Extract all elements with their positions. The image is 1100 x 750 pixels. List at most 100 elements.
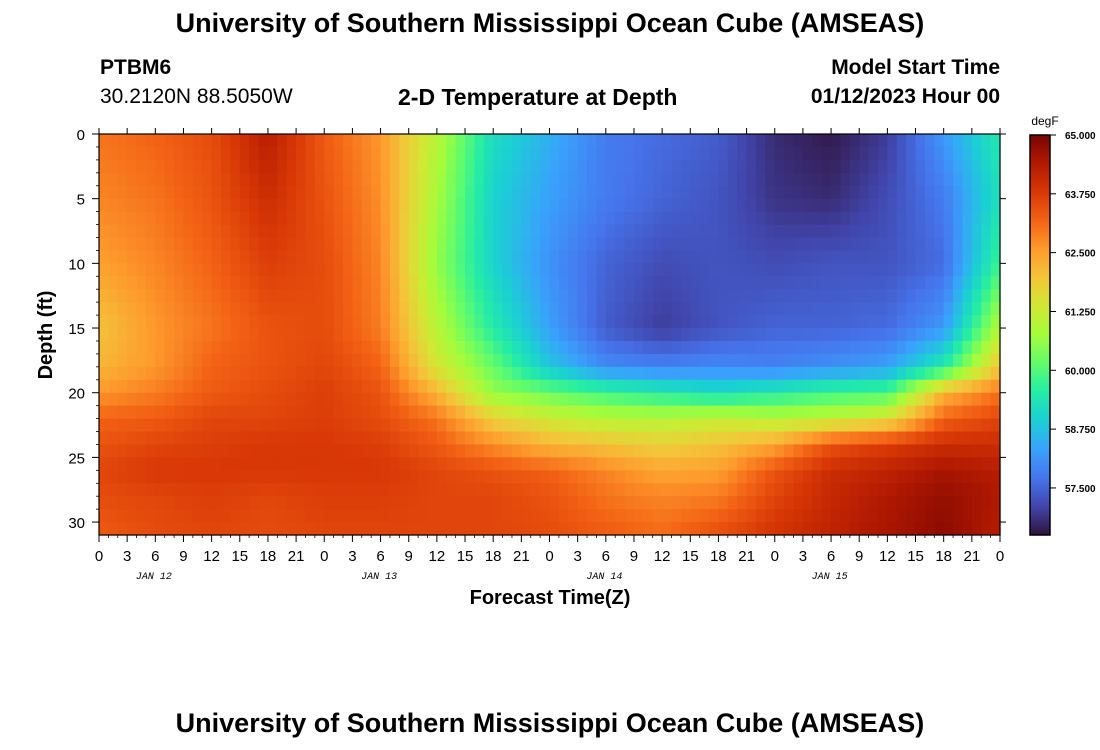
heat-cell [446,302,457,316]
heat-cell [577,263,588,277]
heat-cell [915,276,926,290]
heat-cell [211,496,222,510]
heat-cell [971,483,982,497]
heat-cell [314,328,325,342]
heat-cell [324,392,335,407]
heat-cell [493,353,504,368]
heat-cell [324,172,335,187]
heat-cell [953,224,964,239]
heat-cell [314,172,325,187]
heat-cell [530,366,541,381]
heat-cell [737,496,748,510]
heat-cell [530,134,541,148]
heat-cell [286,250,297,264]
heat-cell [436,379,447,394]
heat-cell [859,522,870,536]
heat-cell [511,211,522,226]
heat-cell [568,353,579,368]
heat-cell [587,302,598,316]
heat-cell [746,185,757,200]
heat-cell [333,237,344,252]
heat-cell [568,509,579,523]
heat-cell [277,496,288,510]
heat-cell [211,340,222,355]
heat-cell [624,379,635,394]
heat-cell [924,418,935,433]
heat-cell [371,496,382,510]
heat-cell [249,392,260,407]
heat-cell [821,340,832,355]
heat-cell [633,457,644,471]
heat-cell [849,418,860,433]
heat-cell [680,353,691,368]
heat-cell [737,379,748,394]
heat-cell [793,172,804,187]
heat-cell [643,237,654,252]
heat-cell [652,315,663,329]
heat-cell [859,224,870,239]
heat-cell [587,457,598,471]
heat-cell [699,405,710,420]
heat-cell [568,496,579,510]
heat-cell [314,366,325,381]
heat-cell [202,250,213,264]
heat-cell [174,509,185,523]
heat-cell [117,431,128,446]
heat-cell [136,353,147,368]
heat-cell [962,224,973,239]
heat-cell [906,263,917,277]
heat-cell [887,328,898,342]
heat-cell [333,185,344,200]
heat-cell [418,366,429,381]
heat-cell [662,289,673,303]
heat-cell [671,289,682,303]
heat-cell [380,457,391,471]
heat-cell [662,366,673,381]
heat-cell [784,302,795,316]
heat-cell [474,198,485,213]
heat-cell [737,250,748,264]
heat-cell [521,366,532,381]
heat-cell [727,198,738,213]
heat-cell [990,146,1001,161]
heat-cell [305,134,316,148]
heat-cell [577,224,588,239]
heat-cell [136,418,147,433]
heat-cell [239,328,250,342]
heat-cell [436,224,447,239]
heat-cell [127,457,138,471]
heat-cell [183,328,194,342]
heat-cell [155,353,166,368]
heat-cell [990,237,1001,252]
x-tick-label: 9 [630,548,638,565]
heat-cell [859,198,870,213]
heat-cell [802,392,813,407]
heat-cell [136,457,147,471]
heat-cell [352,392,363,407]
heat-cell [849,353,860,368]
heat-cell [202,340,213,355]
heat-cell [652,289,663,303]
heat-cell [202,289,213,303]
heat-cell [343,159,354,174]
heat-cell [493,159,504,174]
heat-cell [802,263,813,277]
heat-cell [558,379,569,394]
heat-cell [502,198,513,213]
heat-cell [718,237,729,252]
heat-cell [493,457,504,471]
heat-cell [493,250,504,264]
heat-cell [352,522,363,536]
heat-cell [436,134,447,148]
heat-cell [192,509,203,523]
heat-cell [755,172,766,187]
heat-cell [493,263,504,277]
heat-cell [521,392,532,407]
heat-cell [662,185,673,200]
heat-cell [981,315,992,329]
heat-cell [671,470,682,484]
heat-cell [577,379,588,394]
heat-cell [680,328,691,342]
heat-cell [793,418,804,433]
heat-cell [953,353,964,368]
